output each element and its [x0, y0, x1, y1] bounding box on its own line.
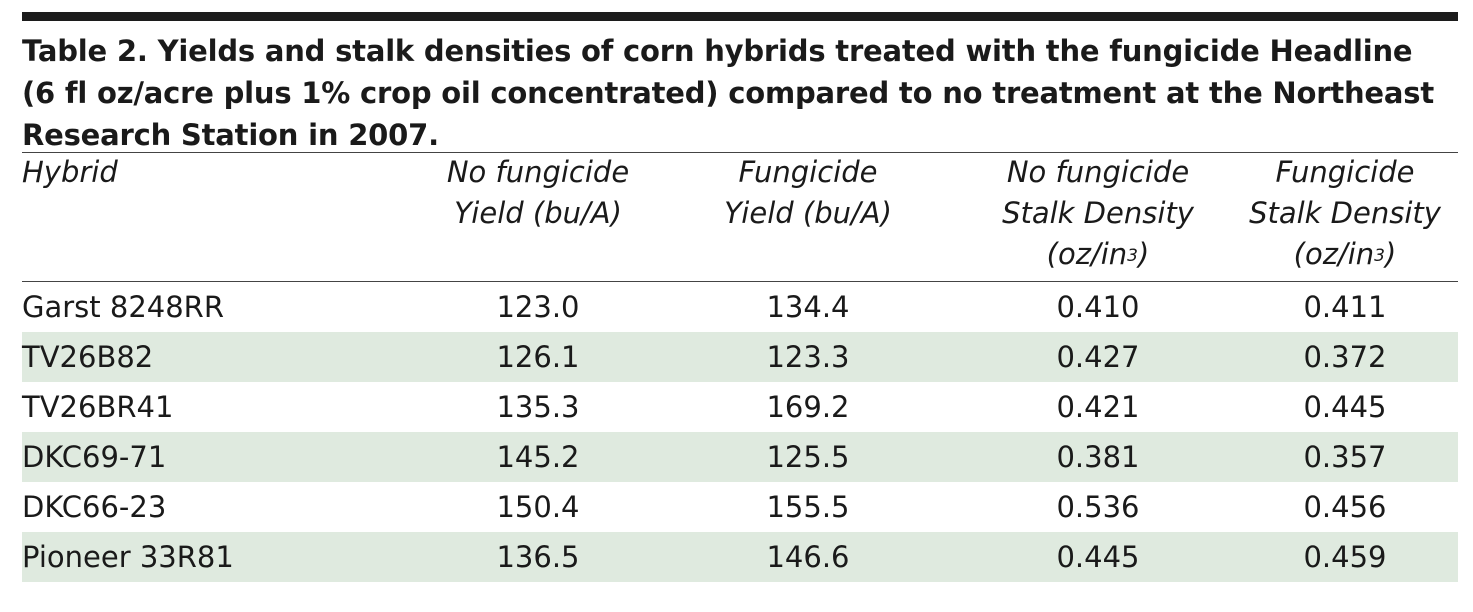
- column-header-hybrid: Hybrid: [22, 152, 118, 193]
- header-line: Yield (bu/A): [454, 196, 622, 230]
- header-line: Stalk Density: [1002, 196, 1194, 230]
- cell-no-fungicide-density: 0.536: [1056, 490, 1140, 524]
- cell-fungicide-yield: 125.5: [766, 440, 850, 474]
- table-row: Pioneer 33R81 136.5 146.6 0.445 0.459: [22, 532, 1458, 582]
- cell-fungicide-density: 0.372: [1303, 340, 1387, 374]
- cell-fungicide-yield: 146.6: [766, 540, 850, 574]
- cell-fungicide-density: 0.459: [1303, 540, 1387, 574]
- unit-close: ): [1138, 237, 1150, 271]
- table-row: TV26B82 126.1 123.3 0.427 0.372: [22, 332, 1458, 382]
- caption-line-1: Table 2. Yields and stalk densities of c…: [22, 34, 1413, 68]
- cell-no-fungicide-yield: 123.0: [496, 290, 580, 324]
- column-header-no-fungicide-yield: No fungicide Yield (bu/A): [408, 152, 668, 234]
- header-rule: [22, 152, 1458, 153]
- body-rule: [22, 281, 1458, 282]
- cell-no-fungicide-density: 0.410: [1056, 290, 1140, 324]
- table-row: DKC69-71 145.2 125.5 0.381 0.357: [22, 432, 1458, 482]
- cell-fungicide-yield: 134.4: [766, 290, 850, 324]
- cell-fungicide-density: 0.357: [1303, 440, 1387, 474]
- cell-no-fungicide-density: 0.381: [1056, 440, 1140, 474]
- header-line: Yield (bu/A): [724, 196, 892, 230]
- header-line: No fungicide: [1006, 155, 1190, 189]
- table-row: TV26BR41 135.3 169.2 0.421 0.445: [22, 382, 1458, 432]
- header-line: No fungicide: [446, 155, 630, 189]
- caption-line-2: (6 fl oz/acre plus 1% crop oil concentra…: [22, 76, 1434, 110]
- cell-fungicide-yield: 123.3: [766, 340, 850, 374]
- unit-exponent: 3: [1374, 246, 1385, 266]
- cell-fungicide-density: 0.456: [1303, 490, 1387, 524]
- cell-hybrid: DKC66-23: [22, 490, 167, 524]
- unit-base: (oz/in: [1293, 237, 1375, 271]
- cell-no-fungicide-density: 0.427: [1056, 340, 1140, 374]
- table-body: Garst 8248RR 123.0 134.4 0.410 0.411 TV2…: [22, 282, 1458, 582]
- header-hybrid-label: Hybrid: [22, 155, 118, 189]
- document-page: Table 2. Yields and stalk densities of c…: [22, 0, 1458, 612]
- header-line: Stalk Density: [1249, 196, 1441, 230]
- column-header-fungicide-density: Fungicide Stalk Density (oz/in3): [1232, 152, 1458, 275]
- header-unit: (oz/in3): [963, 234, 1233, 275]
- unit-base: (oz/in: [1046, 237, 1128, 271]
- cell-no-fungicide-yield: 150.4: [496, 490, 580, 524]
- header-line: Fungicide: [1275, 155, 1415, 189]
- table-row: DKC66-23 150.4 155.5 0.536 0.456: [22, 482, 1458, 532]
- cell-no-fungicide-yield: 145.2: [496, 440, 580, 474]
- cell-no-fungicide-yield: 126.1: [496, 340, 580, 374]
- header-unit: (oz/in3): [1232, 234, 1458, 275]
- column-header-no-fungicide-density: No fungicide Stalk Density (oz/in3): [963, 152, 1233, 275]
- cell-no-fungicide-yield: 135.3: [496, 390, 580, 424]
- cell-hybrid: DKC69-71: [22, 440, 167, 474]
- unit-close: ): [1385, 237, 1397, 271]
- unit-exponent: 3: [1127, 246, 1138, 266]
- cell-fungicide-density: 0.445: [1303, 390, 1387, 424]
- top-rule: [22, 12, 1458, 21]
- cell-fungicide-yield: 169.2: [766, 390, 850, 424]
- column-header-fungicide-yield: Fungicide Yield (bu/A): [673, 152, 943, 234]
- cell-fungicide-density: 0.411: [1303, 290, 1387, 324]
- cell-hybrid: TV26BR41: [22, 390, 174, 424]
- cell-no-fungicide-yield: 136.5: [496, 540, 580, 574]
- table-row: Garst 8248RR 123.0 134.4 0.410 0.411: [22, 282, 1458, 332]
- cell-hybrid: TV26B82: [22, 340, 154, 374]
- cell-hybrid: Pioneer 33R81: [22, 540, 234, 574]
- caption-line-3: Research Station in 2007.: [22, 118, 439, 152]
- cell-hybrid: Garst 8248RR: [22, 290, 224, 324]
- cell-fungicide-yield: 155.5: [766, 490, 850, 524]
- header-line: Fungicide: [738, 155, 878, 189]
- cell-no-fungicide-density: 0.445: [1056, 540, 1140, 574]
- table-caption: Table 2. Yields and stalk densities of c…: [22, 30, 1458, 156]
- cell-no-fungicide-density: 0.421: [1056, 390, 1140, 424]
